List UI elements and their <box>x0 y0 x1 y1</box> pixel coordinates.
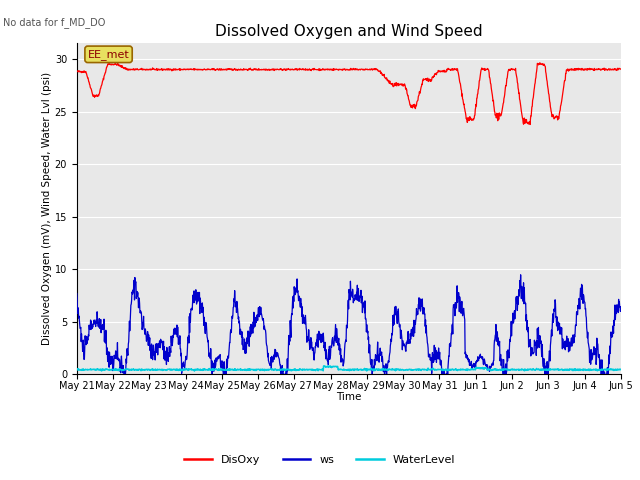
Title: Dissolved Oxygen and Wind Speed: Dissolved Oxygen and Wind Speed <box>215 24 483 39</box>
Text: No data for f_MD_DO: No data for f_MD_DO <box>3 17 106 28</box>
Legend: DisOxy, ws, WaterLevel: DisOxy, ws, WaterLevel <box>180 451 460 469</box>
Text: EE_met: EE_met <box>88 49 129 60</box>
Y-axis label: Dissolved Oxygen (mV), Wind Speed, Water Lvl (psi): Dissolved Oxygen (mV), Wind Speed, Water… <box>42 72 52 346</box>
X-axis label: Time: Time <box>336 392 362 402</box>
